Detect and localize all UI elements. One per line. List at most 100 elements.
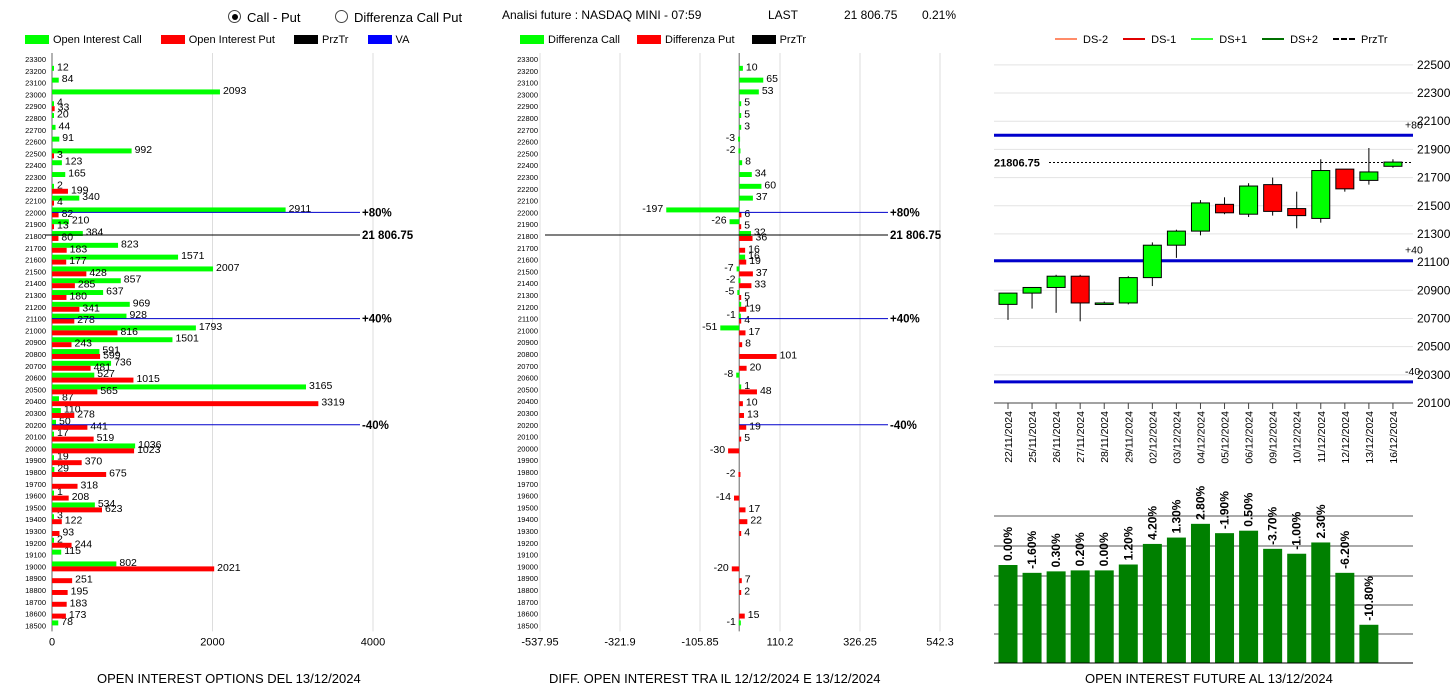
oi-bar (52, 301, 130, 307)
oi-bar-label: 481 (94, 361, 112, 373)
diff-bar-label: 8 (745, 156, 751, 168)
fut-bar (1142, 543, 1162, 663)
fut-bar-label: -1.90% (1218, 491, 1232, 529)
legend-przt-swatch (294, 35, 318, 44)
oi-bar (52, 160, 62, 166)
oi-bar (52, 290, 104, 295)
diff-strike-label: 19400 (517, 515, 538, 524)
candle-x-tick: 11/12/2024 (1316, 411, 1328, 463)
diff-level-label: +80% (890, 207, 920, 219)
oi-strike-label: 20600 (25, 374, 46, 383)
fut-bar-label: 4.20% (1145, 506, 1159, 540)
candle-level-label: -40 (1405, 366, 1420, 378)
radio-unselected-icon (335, 10, 348, 23)
oi-bar (52, 77, 59, 83)
oi-strike-label: 20700 (25, 362, 46, 371)
candle-y-tick: 22300 (1417, 86, 1451, 100)
oi-bar-label: 199 (71, 184, 89, 196)
oi-bar (52, 455, 54, 461)
oi-bar (52, 172, 66, 177)
oi-bar-label: 428 (89, 267, 107, 279)
diff-strike-label: 21900 (517, 220, 538, 229)
oi-bar (52, 502, 95, 508)
oi-bar-label: 115 (64, 545, 81, 557)
oi-bar-label: 183 (70, 243, 88, 255)
diff-bar (739, 160, 743, 166)
oi-bar (52, 183, 54, 189)
legend-ds-minus1-label: DS-1 (1151, 34, 1177, 46)
diff-strike-label: 22300 (517, 173, 538, 182)
oi-bar (52, 389, 98, 395)
diff-bar (739, 384, 742, 390)
diff-bar-label: 6 (744, 208, 750, 220)
candle-x-tick: 12/12/2024 (1340, 411, 1352, 464)
diff-bar-label: -1 (726, 616, 735, 628)
diff-strike-label: 23300 (517, 55, 538, 64)
candle-x-tick: 25/11/2024 (1027, 411, 1039, 463)
footer-fut: OPEN INTEREST FUTURE AL 13/12/2024 (1085, 671, 1333, 686)
oi-strike-label: 18700 (25, 598, 46, 607)
fut-bar-label: 0.00% (1001, 527, 1015, 561)
oi-bar (52, 266, 214, 272)
fut-bar-label: 0.20% (1073, 532, 1087, 566)
oi-bar (52, 537, 54, 543)
candle-last-label: 21806.75 (994, 158, 1040, 170)
last-label: LAST (768, 8, 799, 22)
diff-strike-label: 19200 (517, 539, 538, 548)
diff-bar (739, 401, 743, 407)
radio-diff[interactable]: Differenza Call Put (335, 10, 462, 25)
diff-bar (728, 448, 740, 454)
oi-strike-label: 22300 (25, 173, 46, 182)
oi-bar-label: 3 (57, 149, 63, 161)
diff-strike-label: 23000 (517, 90, 538, 99)
diff-bar-label: 53 (762, 85, 774, 97)
diff-strike-label: 19700 (517, 480, 538, 489)
diff-bar (739, 330, 746, 336)
oi-bar (52, 212, 59, 218)
oi-strike-label: 21800 (25, 232, 46, 241)
diff-bar (739, 354, 777, 359)
oi-bar-label: 243 (75, 338, 93, 350)
diff-strike-label: 19600 (517, 492, 538, 501)
fut-bar (1118, 564, 1138, 663)
candle-x-tick: 04/12/2024 (1195, 411, 1207, 464)
diff-bar-label: -2 (726, 144, 735, 156)
radio-call-put[interactable]: Call - Put (228, 10, 300, 25)
oi-bar (52, 566, 215, 572)
candle-body (1287, 208, 1307, 217)
oi-bar (52, 620, 59, 626)
legend-va-swatch (367, 35, 392, 44)
oi-bar (52, 431, 54, 437)
oi-bar (52, 342, 72, 348)
fut-bar-label: -6.20% (1338, 530, 1352, 568)
oi-strike-label: 22400 (25, 161, 46, 170)
oi-bar (52, 384, 306, 390)
diff-bar (739, 113, 742, 118)
diff-bar-label: 5 (744, 432, 750, 444)
diff-strike-label: 18700 (517, 598, 538, 607)
diff-bar-label: -1 (726, 309, 735, 321)
diff-strike-label: 22200 (517, 185, 538, 194)
diff-level-label: -40% (890, 420, 917, 432)
diff-bar (739, 424, 747, 430)
diff-bar-label: 5 (744, 220, 750, 232)
diff-bar (737, 290, 740, 295)
oi-bar-label: 675 (109, 467, 127, 479)
oi-bar-label: 2007 (216, 262, 240, 274)
oi-bar (52, 247, 67, 253)
oi-strike-label: 20500 (25, 385, 46, 394)
diff-strike-label: 21700 (517, 244, 538, 253)
diff-bar (666, 207, 740, 213)
legend-diff-put-label: Differenza Put (665, 34, 735, 46)
diff-strike-label: 18900 (517, 574, 538, 583)
oi-bar-label: 4 (57, 196, 63, 208)
last-value: 21 806.75 (844, 8, 898, 22)
oi-bar (52, 65, 54, 71)
candle-level-label: +40 (1405, 245, 1423, 257)
oi-strike-label: 20100 (25, 433, 46, 442)
diff-bar-label: 48 (760, 385, 772, 397)
diff-bar-label: -14 (716, 491, 731, 503)
oi-bar-label: 87 (62, 392, 74, 404)
candle-y-tick: 21500 (1417, 199, 1451, 213)
diff-bar (738, 472, 741, 477)
